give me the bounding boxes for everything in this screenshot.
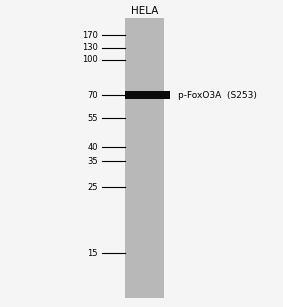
Bar bbox=[125, 18, 164, 298]
Text: 15: 15 bbox=[87, 249, 98, 258]
Text: 25: 25 bbox=[87, 183, 98, 192]
Text: 40: 40 bbox=[87, 143, 98, 152]
Text: 55: 55 bbox=[87, 114, 98, 123]
Text: 170: 170 bbox=[82, 31, 98, 40]
Text: p-FoxO3A  (S253): p-FoxO3A (S253) bbox=[178, 91, 257, 100]
Text: 130: 130 bbox=[82, 43, 98, 52]
Text: 35: 35 bbox=[87, 157, 98, 166]
Text: HELA: HELA bbox=[131, 6, 158, 16]
Text: 70: 70 bbox=[87, 91, 98, 100]
Text: 100: 100 bbox=[82, 55, 98, 64]
Bar bbox=[125, 91, 170, 99]
